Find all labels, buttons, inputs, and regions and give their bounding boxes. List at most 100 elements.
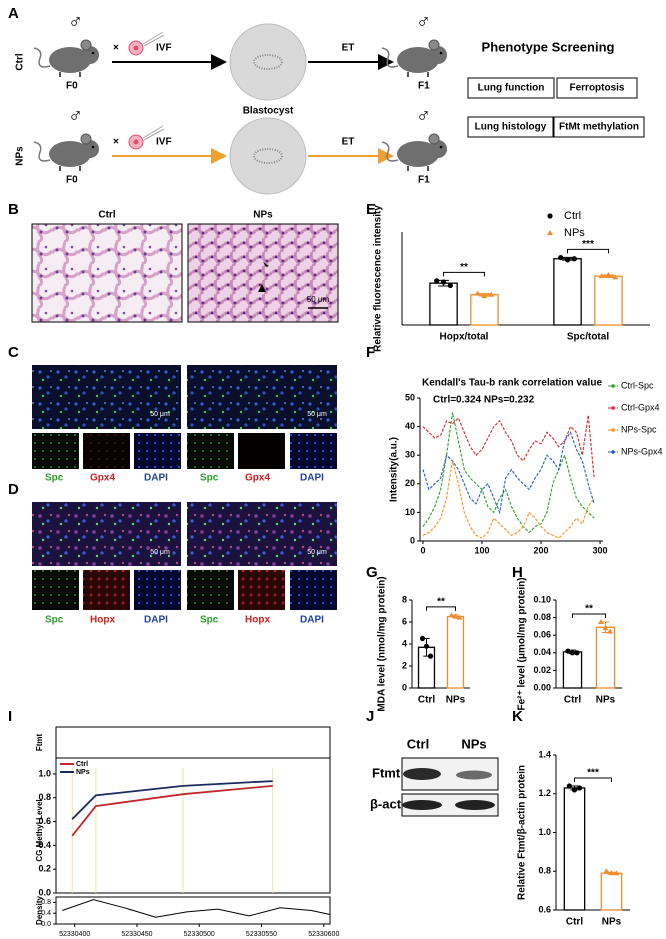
channel-label: Spc	[200, 615, 219, 626]
mouse-tail	[381, 47, 399, 68]
y-axis-label: CG Methyl Level	[35, 799, 44, 861]
y-tick-label: 0.4	[41, 910, 51, 917]
mouse-feet	[407, 166, 429, 171]
significance-bracket	[572, 613, 606, 618]
x-tick-label: Ctrl	[418, 695, 435, 706]
y-tick-label: 8	[402, 594, 407, 604]
legend-label: NPs-Gpx4	[621, 446, 663, 456]
blot-group: Ctrl	[407, 736, 429, 751]
mouse-head	[429, 140, 447, 158]
y-tick-label: 0.0	[41, 921, 51, 928]
mouse-body	[397, 141, 439, 167]
generation: F0	[66, 175, 78, 186]
mouse-eye	[91, 51, 95, 55]
bar	[594, 275, 623, 326]
micrograph	[32, 365, 181, 429]
data-point	[488, 291, 495, 297]
data-point	[481, 292, 488, 298]
panel-letter: F	[366, 344, 375, 361]
ivf-label: IVF	[156, 137, 172, 148]
y-axis-label: Density	[35, 896, 44, 925]
screening-item: Ferroptosis	[569, 83, 624, 94]
significance-bracket	[574, 777, 612, 782]
y-axis-label: MDA level (nmol/mg protein)	[377, 576, 388, 711]
scale-bar-label: 50 μm	[150, 549, 170, 556]
x-tick-label: 200	[534, 545, 549, 555]
y-tick-label: 0.6	[538, 904, 551, 914]
legend-label: NPs-Spc	[621, 424, 657, 434]
y-tick-label: 0.08	[533, 612, 551, 622]
scale-bar-label: 50 μm	[307, 549, 327, 556]
mouse-head	[81, 46, 99, 64]
channel-label: Spc	[200, 473, 219, 484]
x-tick-label: 0	[420, 545, 425, 555]
micrograph	[187, 223, 339, 323]
mouse-feet	[59, 72, 81, 77]
panel-letter: C	[8, 344, 19, 361]
y-tick-label: 0.8	[41, 899, 51, 906]
density-line	[62, 899, 331, 918]
legend-label: Ctrl	[564, 210, 581, 222]
series-line	[71, 780, 273, 820]
series-line	[422, 431, 595, 515]
y-tick-label: 1.4	[538, 749, 551, 759]
scale-bar-label: 50 μm	[150, 411, 170, 418]
data-point	[427, 653, 434, 659]
y-axis-label: Relative Ftmt/β-actin protein	[517, 765, 528, 900]
mouse-eye	[91, 145, 95, 149]
series-line	[422, 412, 595, 534]
data-point	[566, 783, 573, 789]
group-label: Ctrl	[15, 53, 26, 70]
legend-marker	[547, 230, 553, 235]
mouse-feet	[59, 166, 81, 171]
panel-letter: I	[8, 708, 12, 725]
y-axis-label: Fe²⁺ level (μmol/mg protein)	[517, 577, 528, 710]
track-box	[55, 726, 331, 759]
data-point	[565, 648, 571, 654]
channel-label: DAPI	[144, 615, 168, 626]
mouse-ear	[428, 39, 440, 51]
data-point	[602, 625, 609, 631]
legend-marker	[611, 428, 615, 432]
channel-label: Spc	[45, 473, 64, 484]
micrograph	[31, 223, 183, 323]
channel-image	[238, 570, 285, 610]
mouse-body	[49, 141, 91, 167]
data-point	[452, 613, 459, 619]
cross: ×	[113, 43, 119, 54]
panel-letter: G	[366, 564, 378, 581]
panel-letter: D	[8, 481, 19, 498]
data-point	[571, 256, 577, 262]
dish	[229, 23, 307, 101]
mouse-ear	[80, 39, 92, 51]
y-tick-label: 4	[402, 638, 407, 648]
y-tick-label: 0.04	[533, 647, 551, 657]
mouse-ear	[80, 133, 92, 145]
y-tick-label: 0.8	[538, 866, 551, 876]
x-tick-label: Hopx/total	[440, 332, 489, 343]
x-tick-label: Ctrl	[566, 917, 583, 928]
data-point	[571, 787, 578, 793]
data-point	[612, 274, 619, 280]
chart-title: Kendall's Tau-b rank correlation value	[422, 378, 602, 389]
y-tick-label: 0.8	[38, 792, 51, 802]
mouse-head	[81, 140, 99, 158]
panel-letter: H	[512, 564, 523, 581]
mouse-eye	[439, 145, 443, 149]
legend-label: NPs	[564, 227, 585, 239]
micrograph	[187, 365, 337, 429]
y-tick-label: 0.4	[38, 840, 51, 850]
mouse-ear	[428, 133, 440, 145]
blot-protein: Ftmt	[372, 765, 401, 780]
channel-label: DAPI	[300, 473, 324, 484]
series-line	[422, 460, 595, 539]
significance-label: ***	[582, 239, 594, 250]
y-tick-label: 0.6	[38, 816, 51, 826]
x-tick-label: 52330600	[308, 931, 339, 938]
x-tick-label: NPs	[446, 695, 466, 706]
y-tick-label: 1.0	[38, 768, 51, 778]
data-point	[608, 870, 615, 876]
y-axis-label: Intensity(a.u.)	[389, 437, 400, 502]
legend-marker	[611, 406, 615, 410]
